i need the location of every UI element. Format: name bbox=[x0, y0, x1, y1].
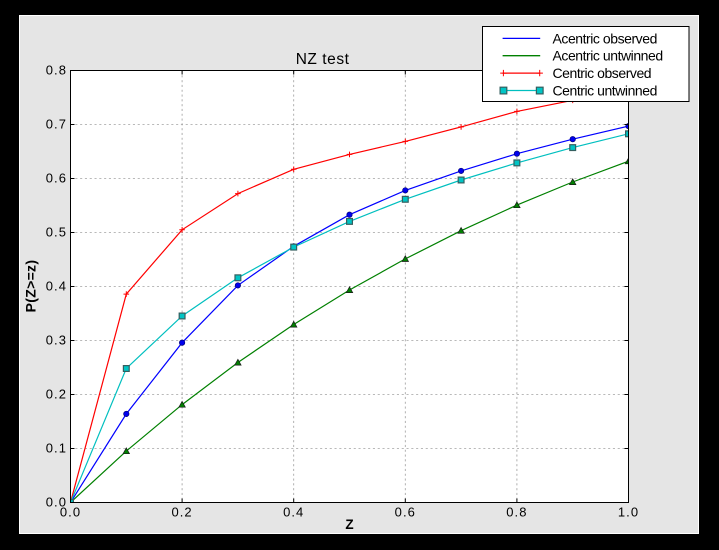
svg-text:0.8: 0.8 bbox=[46, 63, 67, 78]
svg-text:Acentric observed: Acentric observed bbox=[553, 30, 657, 46]
svg-text:NZ test: NZ test bbox=[296, 51, 350, 68]
svg-text:0.1: 0.1 bbox=[46, 441, 67, 456]
svg-text:0.6: 0.6 bbox=[395, 504, 416, 519]
svg-text:0.3: 0.3 bbox=[46, 333, 67, 348]
svg-text:Z: Z bbox=[345, 517, 353, 532]
svg-text:0.4: 0.4 bbox=[46, 279, 67, 294]
svg-text:0.2: 0.2 bbox=[171, 504, 192, 519]
svg-text:0.8: 0.8 bbox=[506, 504, 527, 519]
svg-text:0.2: 0.2 bbox=[46, 387, 67, 402]
svg-text:0.0: 0.0 bbox=[46, 495, 67, 510]
svg-text:0.7: 0.7 bbox=[46, 117, 67, 132]
svg-text:0.6: 0.6 bbox=[46, 171, 67, 186]
svg-text:1.0: 1.0 bbox=[618, 504, 639, 519]
svg-text:Acentric untwinned: Acentric untwinned bbox=[553, 48, 663, 64]
svg-text:0.0: 0.0 bbox=[60, 504, 81, 519]
svg-text:Centric observed: Centric observed bbox=[553, 65, 652, 81]
svg-text:P(Z>=z): P(Z>=z) bbox=[23, 260, 39, 313]
svg-text:Centric untwinned: Centric untwinned bbox=[553, 82, 657, 98]
svg-text:0.5: 0.5 bbox=[46, 225, 67, 240]
svg-text:0.4: 0.4 bbox=[283, 504, 304, 519]
